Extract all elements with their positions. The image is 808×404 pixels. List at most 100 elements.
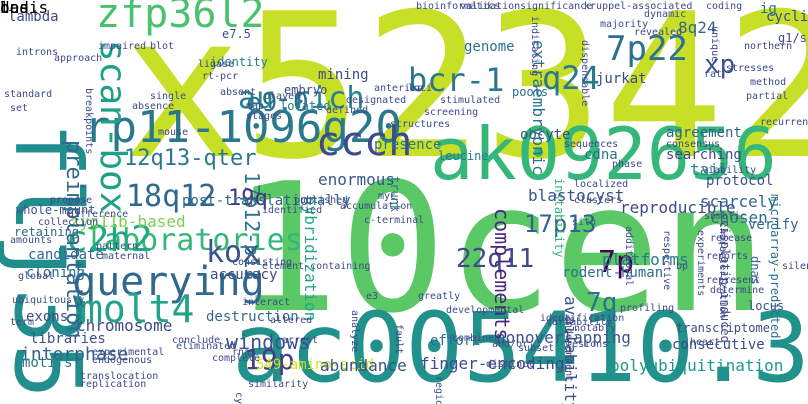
word: scan-box (92, 40, 133, 214)
word: phase (612, 159, 643, 170)
word: basis (0, 0, 49, 17)
word: 18q12 (126, 179, 217, 214)
word: validation (460, 1, 521, 12)
word: au-rich (238, 81, 365, 116)
word: presence (374, 137, 442, 153)
word: structures (390, 119, 451, 130)
word: rat (704, 69, 723, 80)
word: protocol (706, 173, 774, 189)
word: bp (676, 261, 689, 272)
word: complements (490, 208, 514, 341)
word: amounts (10, 235, 53, 246)
word: ligase (198, 59, 235, 70)
word: embryo (284, 83, 328, 97)
word: accuracy (210, 267, 278, 283)
word: endogenous (92, 355, 153, 366)
word: e3 (366, 291, 379, 302)
word: enormous (318, 170, 396, 189)
word: defined (326, 105, 369, 116)
word: localized (574, 179, 629, 190)
word: anterior (374, 83, 423, 94)
word: reports (706, 251, 749, 262)
word: lesions (566, 339, 609, 350)
word: c-terminal (364, 215, 425, 226)
word: developmental (446, 305, 525, 316)
word: subset (518, 343, 555, 354)
word: element-containing (262, 261, 371, 272)
word: screening (424, 107, 479, 118)
word: fault (393, 324, 404, 355)
word: identity (210, 55, 268, 69)
word: single (150, 91, 187, 102)
word: dispensable (579, 40, 590, 107)
word: whole-mount (16, 203, 96, 217)
word: propose (50, 195, 93, 206)
word: laboratories (86, 223, 303, 258)
word: reproducible (620, 198, 736, 217)
word: release (710, 233, 753, 244)
word: consensus (666, 139, 721, 150)
word: combined (452, 333, 501, 344)
word: tail (690, 160, 729, 179)
word: played (264, 91, 301, 102)
word: consisting (232, 257, 293, 268)
word: regions (433, 376, 444, 404)
word: 19p (244, 343, 295, 376)
word: blastocyst (528, 186, 625, 205)
word: finger-encoding (420, 354, 565, 373)
word: q24 (542, 59, 600, 97)
word: led (0, 0, 29, 17)
word: accumulation (340, 201, 413, 212)
word: 7p (598, 245, 635, 280)
word: kox (206, 235, 261, 270)
word: ac005410.3 (232, 292, 808, 404)
word: 10cen (232, 145, 768, 352)
word: map (246, 101, 265, 112)
word: leucine (438, 149, 489, 163)
word: mining (318, 67, 369, 83)
word: complete (212, 353, 261, 364)
word: ig (760, 1, 777, 17)
word: northern (744, 41, 793, 52)
word: nonoverlapping (496, 328, 631, 347)
word: locus (748, 299, 785, 313)
word: 17p13 (524, 210, 597, 238)
word: 549-amino-acid (256, 357, 375, 373)
word: clusters (574, 195, 623, 206)
word: pools (512, 85, 549, 99)
word: introns (16, 47, 59, 58)
word: represent (706, 275, 761, 286)
word: platforms (602, 250, 689, 269)
word: global (18, 271, 55, 282)
word: effort (430, 333, 481, 349)
word: 8q24 (678, 18, 717, 37)
word: arrest (282, 335, 319, 346)
word: abundance (320, 356, 407, 375)
word: genome (464, 39, 515, 55)
word: somatic (704, 211, 747, 222)
word: loci (408, 83, 433, 94)
word: interact (242, 297, 291, 308)
word: bioinformatics (416, 1, 501, 12)
word: cyclins (766, 9, 808, 25)
word: xp (704, 50, 736, 80)
word: motifs (22, 355, 73, 371)
word: approach (54, 53, 103, 64)
word: jurkat (596, 71, 647, 87)
word: stimulated (440, 95, 501, 106)
word: determine (710, 285, 765, 296)
word: replication (80, 379, 147, 390)
word: respective (661, 230, 672, 291)
word: e9.0 (246, 88, 309, 118)
word: zfp36l2 (96, 0, 265, 37)
word: consecutive (672, 337, 765, 353)
word: searching (666, 147, 742, 163)
word: impaired (98, 41, 147, 52)
word: 7p22 (606, 29, 688, 69)
word: eliminated (176, 341, 237, 352)
word: viability (702, 165, 757, 176)
word: majority (600, 19, 649, 30)
word: additional (623, 226, 634, 287)
word: 19q (228, 186, 268, 211)
word: designated (346, 95, 407, 106)
